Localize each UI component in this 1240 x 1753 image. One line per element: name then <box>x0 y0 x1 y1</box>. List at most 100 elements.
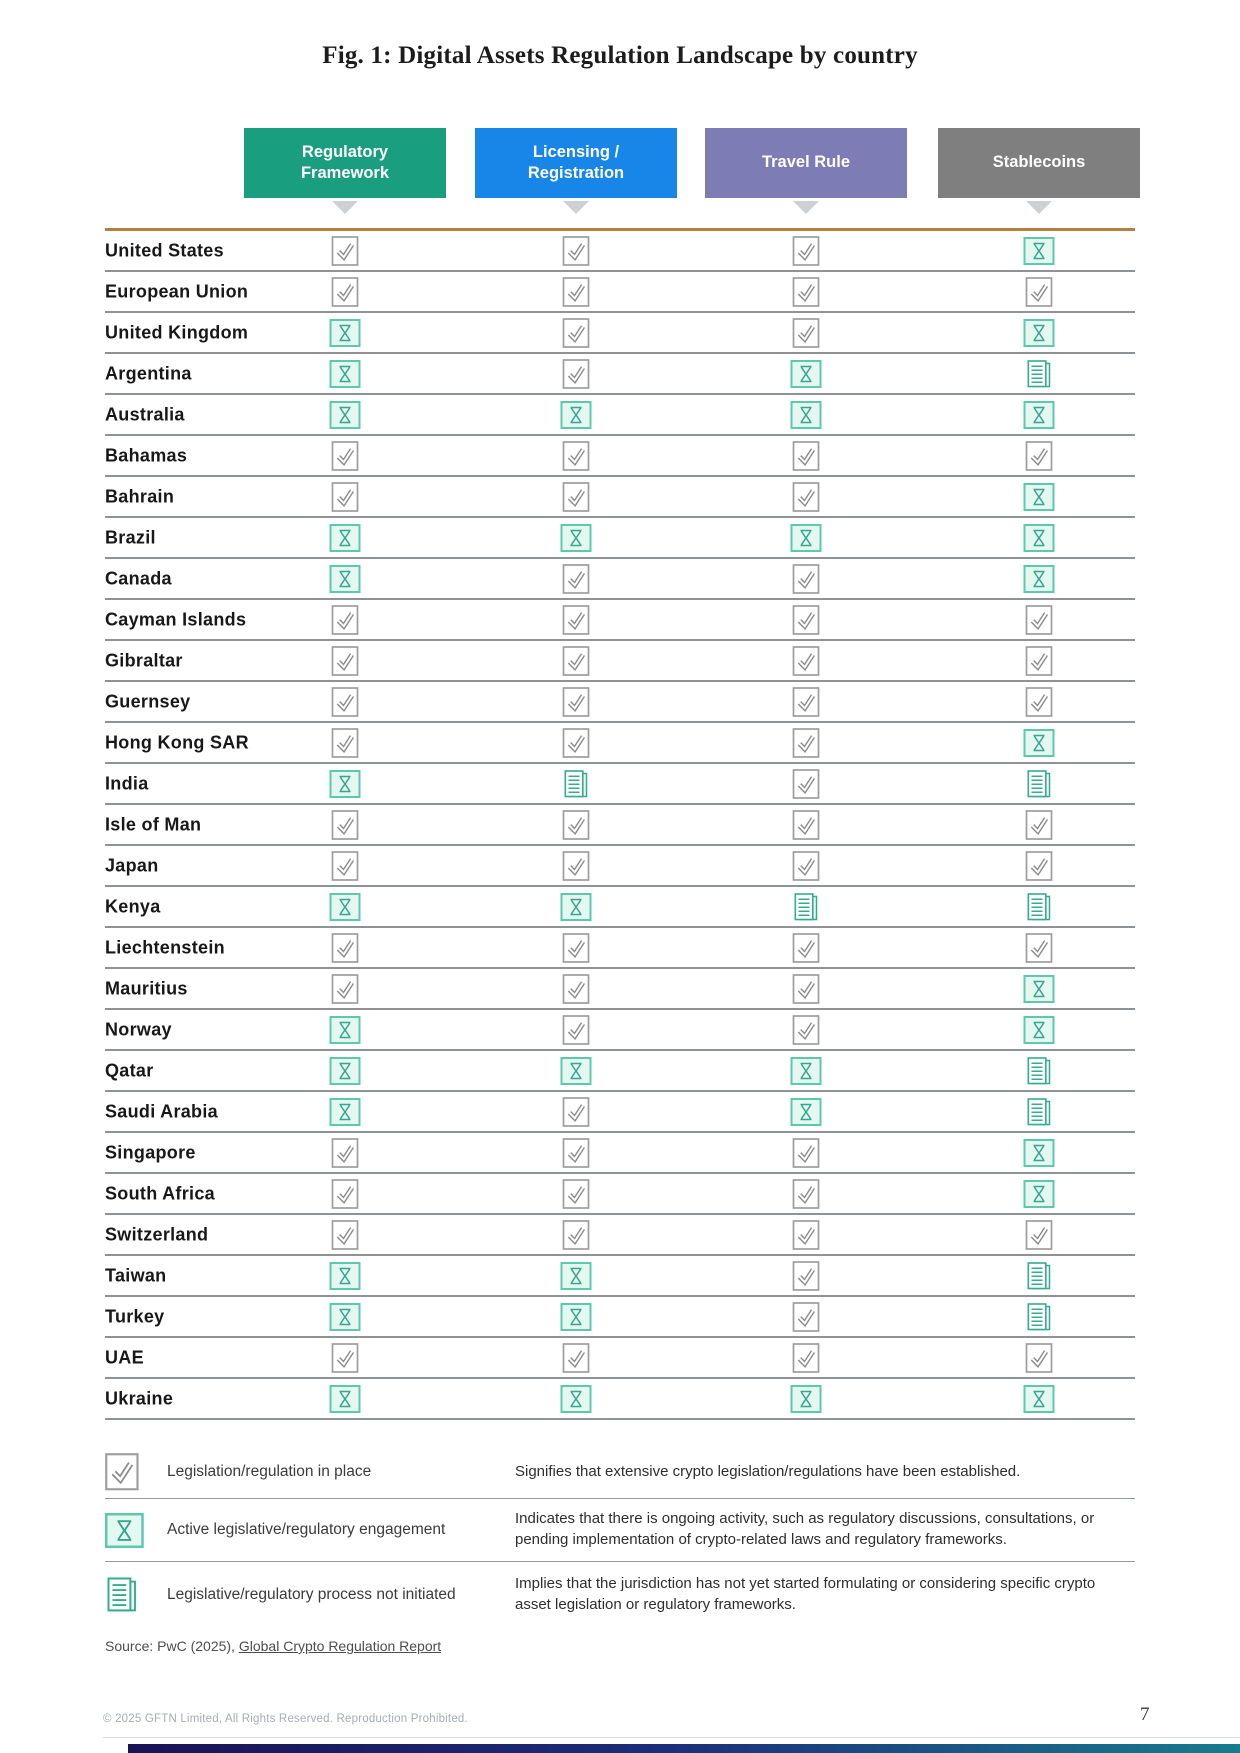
check-icon <box>331 1137 359 1168</box>
status-check-travel-rule <box>792 850 820 881</box>
column-pointer-licensing-registration <box>563 201 589 214</box>
status-hourglass-stablecoins <box>1023 1384 1055 1413</box>
status-check-licensing-registration <box>562 276 590 307</box>
check-icon <box>562 1178 590 1209</box>
document-icon <box>564 769 588 797</box>
check-icon <box>1025 686 1053 717</box>
hourglass-icon <box>329 1384 361 1413</box>
status-hourglass-licensing-registration <box>560 1261 592 1290</box>
status-check-licensing-registration <box>562 809 590 840</box>
check-icon <box>331 235 359 266</box>
table-row: Qatar <box>105 1051 1135 1092</box>
check-icon <box>331 276 359 307</box>
status-hourglass-travel-rule <box>790 359 822 388</box>
table-row: Switzerland <box>105 1215 1135 1256</box>
status-check-travel-rule <box>792 809 820 840</box>
check-icon <box>331 604 359 635</box>
check-icon <box>792 686 820 717</box>
status-check-travel-rule <box>792 276 820 307</box>
status-check-stablecoins <box>1025 1342 1053 1373</box>
status-hourglass-stablecoins <box>1023 400 1055 429</box>
hourglass-icon <box>1023 1179 1055 1208</box>
country-label: UAE <box>105 1347 144 1367</box>
table-row: Guernsey <box>105 682 1135 723</box>
document-icon <box>107 1577 136 1612</box>
legend-label: Legislation/regulation in place <box>167 1463 372 1480</box>
check-icon <box>792 850 820 881</box>
page-number: 7 <box>1140 1704 1150 1725</box>
status-check-travel-rule <box>792 768 820 799</box>
hourglass-icon <box>790 400 822 429</box>
check-icon <box>562 727 590 758</box>
status-check-travel-rule <box>792 686 820 717</box>
status-document-stablecoins <box>1026 1097 1053 1127</box>
hourglass-icon <box>1023 974 1055 1003</box>
status-check-travel-rule <box>792 1342 820 1373</box>
status-check-licensing-registration <box>562 481 590 512</box>
legend-check-icon <box>105 1453 167 1491</box>
status-hourglass-regulatory-framework <box>329 1015 361 1044</box>
check-icon <box>331 809 359 840</box>
hourglass-icon <box>1023 1384 1055 1413</box>
check-icon <box>1025 276 1053 307</box>
check-icon <box>792 1219 820 1250</box>
status-check-stablecoins <box>1025 604 1053 635</box>
legend-label: Active legislative/regulatory engagement <box>167 1521 446 1538</box>
hourglass-icon <box>329 318 361 347</box>
country-label: Brazil <box>105 527 156 547</box>
country-label: United Kingdom <box>105 322 249 342</box>
check-icon <box>331 932 359 963</box>
hourglass-icon <box>560 1056 592 1085</box>
status-check-regulatory-framework <box>331 727 359 758</box>
hourglass-icon <box>329 1302 361 1331</box>
check-icon <box>1025 850 1053 881</box>
check-icon <box>331 440 359 471</box>
check-icon <box>562 809 590 840</box>
country-label: India <box>105 773 149 793</box>
table-row: European Union <box>105 272 1135 313</box>
check-icon <box>792 1137 820 1168</box>
check-icon <box>1025 645 1053 676</box>
country-label: Switzerland <box>105 1224 209 1244</box>
status-check-regulatory-framework <box>331 440 359 471</box>
check-icon <box>562 1342 590 1373</box>
check-icon <box>331 727 359 758</box>
country-label: Hong Kong SAR <box>105 732 249 752</box>
legend-item-check: Legislation/regulation in place Signifies… <box>105 1446 1135 1499</box>
hourglass-icon <box>329 769 361 798</box>
status-check-licensing-registration <box>562 686 590 717</box>
status-check-licensing-registration <box>562 645 590 676</box>
hourglass-icon <box>1023 1138 1055 1167</box>
hourglass-icon <box>560 523 592 552</box>
hourglass-icon <box>560 1302 592 1331</box>
status-check-licensing-registration <box>562 850 590 881</box>
document-icon <box>1027 1261 1051 1289</box>
country-label: Norway <box>105 1019 172 1039</box>
status-hourglass-stablecoins <box>1023 1179 1055 1208</box>
table-row: Ukraine <box>105 1379 1135 1420</box>
table-row: Saudi Arabia <box>105 1092 1135 1133</box>
status-hourglass-regulatory-framework <box>329 564 361 593</box>
check-icon <box>1025 932 1053 963</box>
check-icon <box>331 850 359 881</box>
check-icon <box>562 932 590 963</box>
table-row: Japan <box>105 846 1135 887</box>
source-report-link[interactable]: Global Crypto Regulation Report <box>238 1638 442 1654</box>
status-hourglass-travel-rule <box>790 523 822 552</box>
hourglass-icon <box>790 359 822 388</box>
hourglass-icon <box>560 1384 592 1413</box>
hourglass-icon <box>790 523 822 552</box>
status-check-travel-rule <box>792 235 820 266</box>
status-hourglass-travel-rule <box>790 1384 822 1413</box>
footer-gradient-bar <box>128 1744 1240 1753</box>
status-hourglass-licensing-registration <box>560 1056 592 1085</box>
check-icon <box>792 932 820 963</box>
status-hourglass-regulatory-framework <box>329 1384 361 1413</box>
legend: Legislation/regulation in place Signifies… <box>105 1446 1135 1628</box>
legend-label: Legislative/regulatory process not initi… <box>167 1586 456 1603</box>
status-hourglass-travel-rule <box>790 1097 822 1126</box>
legend-hourglass-icon <box>105 1512 167 1548</box>
column-header-travel-rule: Travel Rule <box>705 128 907 198</box>
copyright-text: © 2025 GFTN Limited, All Rights Reserved… <box>103 1713 468 1725</box>
status-check-licensing-registration <box>562 932 590 963</box>
